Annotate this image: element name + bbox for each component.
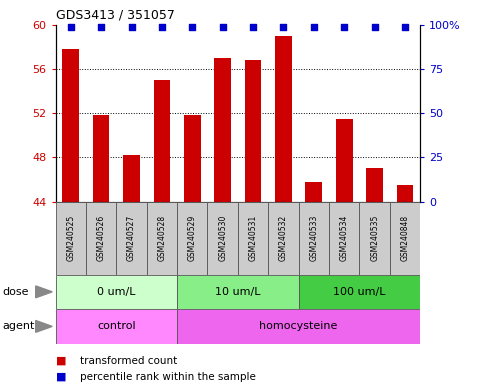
Text: GSM240526: GSM240526 xyxy=(97,215,106,261)
Text: GSM240534: GSM240534 xyxy=(340,215,349,261)
Text: GSM240533: GSM240533 xyxy=(309,215,318,261)
Bar xyxy=(359,202,390,275)
Bar xyxy=(56,275,177,309)
Bar xyxy=(397,185,413,202)
Text: 0 um/L: 0 um/L xyxy=(97,287,136,297)
Bar xyxy=(56,309,177,344)
Bar xyxy=(93,116,110,202)
Point xyxy=(371,24,379,30)
Bar xyxy=(298,202,329,275)
Text: GSM240532: GSM240532 xyxy=(279,215,288,261)
Point xyxy=(341,24,348,30)
Text: 10 um/L: 10 um/L xyxy=(215,287,261,297)
Point xyxy=(219,24,227,30)
Bar xyxy=(184,116,200,202)
Text: control: control xyxy=(97,321,136,331)
Point xyxy=(310,24,318,30)
Bar xyxy=(336,119,353,202)
Bar xyxy=(298,275,420,309)
Text: GSM240525: GSM240525 xyxy=(66,215,75,261)
Bar xyxy=(177,309,420,344)
Bar xyxy=(177,202,208,275)
Text: ■: ■ xyxy=(56,356,66,366)
Text: GDS3413 / 351057: GDS3413 / 351057 xyxy=(56,8,174,21)
Point xyxy=(249,24,257,30)
Bar xyxy=(86,202,116,275)
Bar xyxy=(390,202,420,275)
Text: GSM240848: GSM240848 xyxy=(400,215,410,261)
Text: agent: agent xyxy=(2,321,35,331)
Text: transformed count: transformed count xyxy=(80,356,177,366)
Text: homocysteine: homocysteine xyxy=(259,321,338,331)
Point xyxy=(280,24,287,30)
Bar xyxy=(366,169,383,202)
Point xyxy=(188,24,196,30)
Bar xyxy=(154,80,170,202)
Bar xyxy=(56,202,86,275)
Bar xyxy=(177,275,298,309)
Text: GSM240535: GSM240535 xyxy=(370,215,379,261)
Bar xyxy=(147,202,177,275)
Text: GSM240527: GSM240527 xyxy=(127,215,136,261)
Text: 100 um/L: 100 um/L xyxy=(333,287,386,297)
Bar xyxy=(62,49,79,202)
Bar xyxy=(245,60,261,202)
Point xyxy=(158,24,166,30)
Text: GSM240531: GSM240531 xyxy=(249,215,257,261)
Text: dose: dose xyxy=(2,287,29,297)
Bar xyxy=(238,202,268,275)
Bar xyxy=(268,202,298,275)
Text: percentile rank within the sample: percentile rank within the sample xyxy=(80,372,256,382)
Bar xyxy=(329,202,359,275)
Polygon shape xyxy=(36,286,52,298)
Bar xyxy=(208,202,238,275)
Point xyxy=(401,24,409,30)
Text: GSM240530: GSM240530 xyxy=(218,215,227,261)
Text: GSM240529: GSM240529 xyxy=(188,215,197,261)
Text: ■: ■ xyxy=(56,372,66,382)
Bar xyxy=(275,36,292,202)
Point xyxy=(128,24,135,30)
Bar xyxy=(214,58,231,202)
Text: GSM240528: GSM240528 xyxy=(157,215,167,261)
Bar xyxy=(116,202,147,275)
Bar xyxy=(123,155,140,202)
Polygon shape xyxy=(36,321,52,332)
Point xyxy=(97,24,105,30)
Bar xyxy=(305,182,322,202)
Point xyxy=(67,24,74,30)
